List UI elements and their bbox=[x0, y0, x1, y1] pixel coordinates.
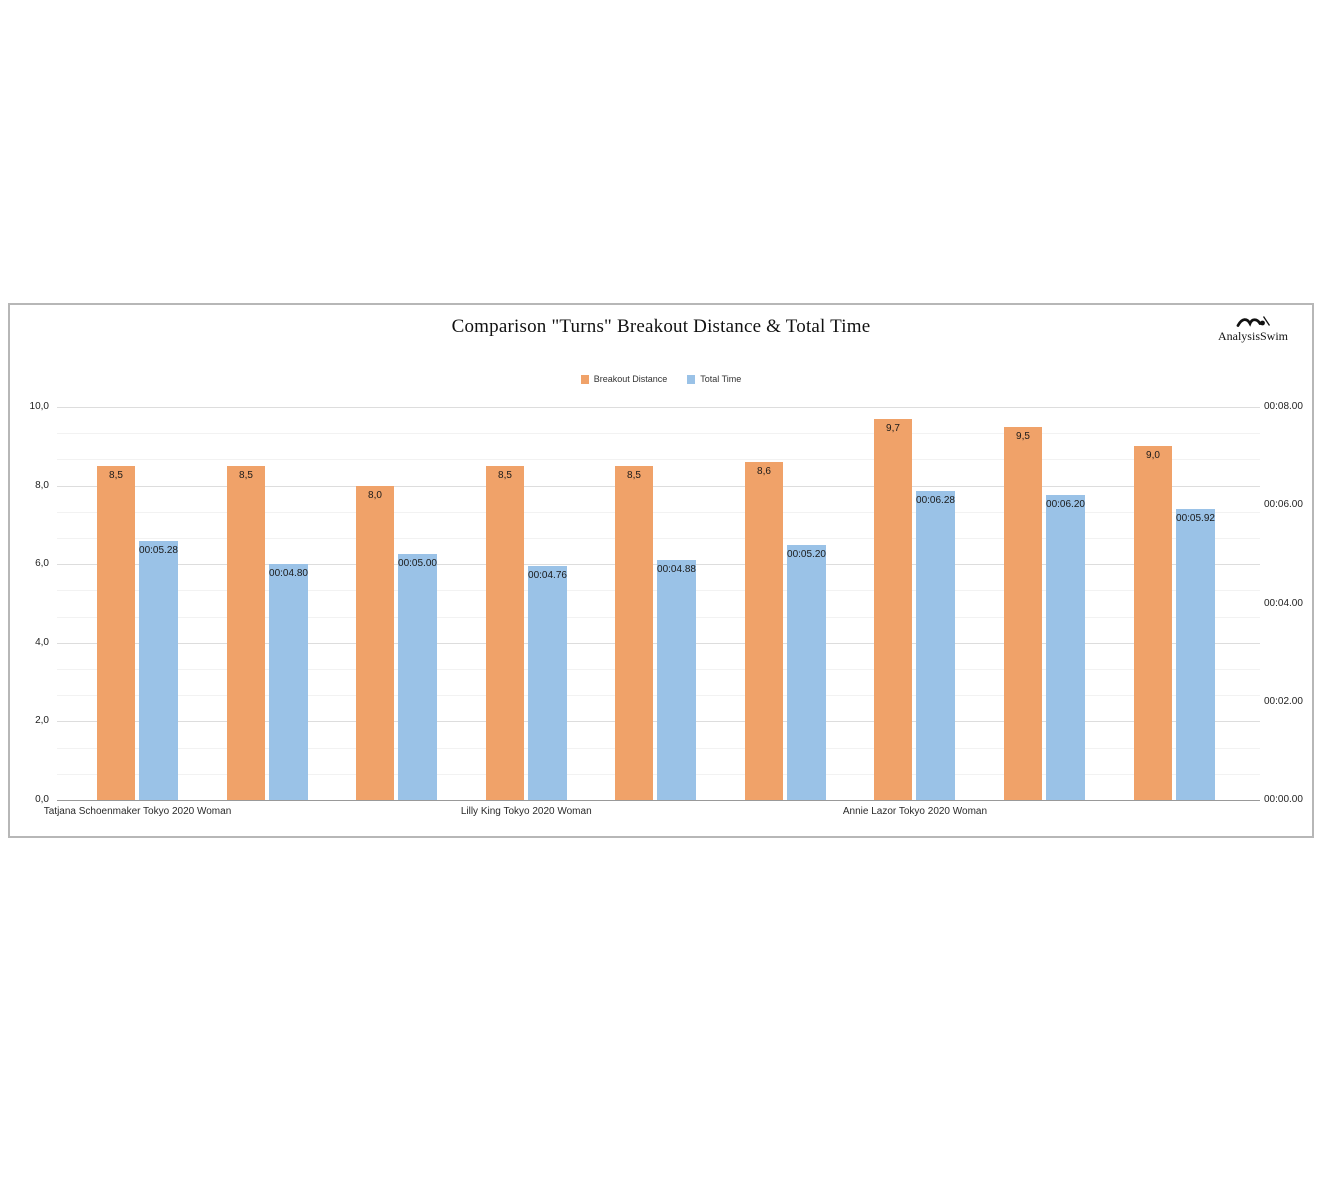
breakout-distance-bar[interactable]: 8,5 bbox=[97, 466, 135, 800]
total-time-bar[interactable]: 00:04.88 bbox=[657, 560, 696, 800]
gridline bbox=[57, 538, 1260, 539]
breakout-distance-value: 8,0 bbox=[368, 490, 382, 501]
plot-area: 8,5 00:05.28 8,5 00:04.80 8,0 00:05.00 Tatjana… bbox=[44, 407, 1260, 817]
total-time-value: 00:06.28 bbox=[916, 495, 955, 506]
total-time-value: 00:05.20 bbox=[787, 549, 826, 560]
total-time-bar[interactable]: 00:04.76 bbox=[528, 566, 567, 800]
right-axis-tick: 00:00.00 bbox=[1264, 794, 1303, 805]
gridline bbox=[57, 459, 1260, 460]
total-time-value: 00:05.92 bbox=[1176, 513, 1215, 524]
gridline bbox=[57, 407, 1260, 408]
right-axis-tick: 00:02.00 bbox=[1264, 696, 1303, 707]
athlete-label: Lilly King Tokyo 2020 Woman bbox=[460, 806, 592, 817]
left-axis-tick: 8,0 bbox=[35, 480, 49, 491]
left-axis-tick: 2,0 bbox=[35, 715, 49, 726]
total-time-bar[interactable]: 00:05.28 bbox=[139, 541, 178, 800]
legend-item-breakout-distance[interactable]: Breakout Distance bbox=[580, 374, 668, 384]
right-axis-tick: 00:04.00 bbox=[1264, 598, 1303, 609]
breakout-distance-value: 9,5 bbox=[1016, 431, 1030, 442]
brand-name: AnalysisSwim bbox=[1217, 329, 1288, 343]
breakout-distance-bar[interactable]: 8,5 bbox=[227, 466, 265, 800]
total-time-value: 00:04.80 bbox=[269, 568, 308, 579]
left-axis-tick: 0,0 bbox=[35, 794, 49, 805]
total-time-bar[interactable]: 00:04.80 bbox=[269, 564, 308, 800]
breakout-distance-value: 8,5 bbox=[627, 470, 641, 481]
gridline bbox=[57, 486, 1260, 487]
chart-legend: Breakout Distance Total Time bbox=[10, 374, 1312, 384]
athlete-label: Annie Lazor Tokyo 2020 Woman bbox=[842, 806, 988, 817]
total-time-value: 00:05.00 bbox=[398, 558, 437, 569]
left-axis-tick: 6,0 bbox=[35, 558, 49, 569]
legend-label: Total Time bbox=[700, 374, 742, 384]
left-axis-tick: 4,0 bbox=[35, 637, 49, 648]
gridline bbox=[57, 433, 1260, 434]
breakout-distance-bar[interactable]: 8,6 bbox=[745, 462, 783, 800]
breakout-distance-value: 8,5 bbox=[498, 470, 512, 481]
breakout-distance-bar[interactable]: 8,5 bbox=[486, 466, 524, 800]
chart-title: Comparison "Turns" Breakout Distance & T… bbox=[451, 316, 871, 337]
total-time-bar[interactable]: 00:05.20 bbox=[787, 545, 826, 800]
breakout-distance-bar[interactable]: 9,7 bbox=[874, 419, 912, 800]
swimmer-icon bbox=[1236, 316, 1271, 327]
total-time-swatch-icon bbox=[687, 374, 696, 384]
total-time-bar[interactable]: 00:06.28 bbox=[916, 491, 955, 800]
total-time-bar[interactable]: 00:05.00 bbox=[398, 554, 437, 800]
gridline bbox=[57, 512, 1260, 513]
breakout-distance-bar[interactable]: 9,0 bbox=[1134, 446, 1172, 800]
chart-card: Comparison "Turns" Breakout Distance & T… bbox=[8, 303, 1314, 838]
total-time-value: 00:06.20 bbox=[1046, 499, 1085, 510]
breakout-distance-bar[interactable]: 9,5 bbox=[1004, 427, 1042, 800]
right-axis-tick: 00:06.00 bbox=[1264, 499, 1303, 510]
total-time-value: 00:04.88 bbox=[657, 564, 696, 575]
breakout-distance-value: 8,6 bbox=[757, 466, 771, 477]
breakout-distance-value: 9,7 bbox=[886, 423, 900, 434]
right-axis-tick: 00:08.00 bbox=[1264, 401, 1303, 412]
x-axis-baseline bbox=[57, 800, 1260, 801]
legend-item-total-time[interactable]: Total Time bbox=[687, 374, 741, 384]
total-time-bar[interactable]: 00:06.20 bbox=[1046, 495, 1085, 800]
breakout-distance-swatch-icon bbox=[580, 374, 589, 384]
total-time-bar[interactable]: 00:05.92 bbox=[1176, 509, 1215, 800]
breakout-distance-value: 8,5 bbox=[239, 470, 253, 481]
brand-logo: AnalysisSwim bbox=[1216, 315, 1290, 344]
total-time-value: 00:05.28 bbox=[139, 545, 178, 556]
legend-label: Breakout Distance bbox=[593, 374, 668, 384]
total-time-value: 00:04.76 bbox=[528, 570, 567, 581]
breakout-distance-value: 8,5 bbox=[109, 470, 123, 481]
breakout-distance-bar[interactable]: 8,0 bbox=[356, 486, 394, 800]
left-axis-tick: 10,0 bbox=[29, 401, 49, 412]
breakout-distance-bar[interactable]: 8,5 bbox=[615, 466, 653, 800]
athlete-label: Tatjana Schoenmaker Tokyo 2020 Woman bbox=[43, 806, 232, 817]
breakout-distance-value: 9,0 bbox=[1146, 450, 1160, 461]
